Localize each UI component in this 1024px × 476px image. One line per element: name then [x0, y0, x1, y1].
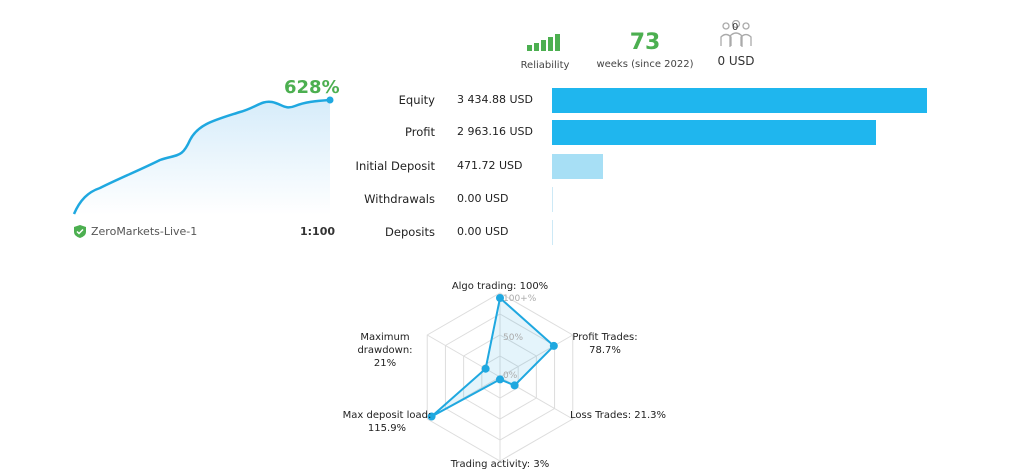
balance-bar — [552, 187, 553, 212]
growth-percent: 628% — [284, 77, 340, 98]
reliability: Reliability — [515, 32, 575, 71]
growth-end-point — [326, 96, 334, 104]
balance-value: 0.00 USD — [457, 192, 509, 205]
radar-tick-0: 0% — [503, 371, 518, 381]
radar-point — [481, 364, 490, 373]
balance-bar — [552, 220, 553, 245]
radar-label-profit: Profit Trades: 78.7% — [572, 332, 638, 356]
balance-bar — [552, 88, 927, 113]
subscribers-amount: 0 USD — [717, 54, 755, 68]
radar-point — [510, 381, 519, 390]
weeks-label: weeks (since 2022) — [596, 59, 694, 70]
balance-bar — [552, 154, 604, 179]
subscribers-count: 0 — [732, 22, 739, 33]
radar-point — [427, 412, 436, 421]
balance-value: 3 434.88 USD — [457, 93, 533, 106]
balance-label: Withdrawals — [364, 192, 435, 206]
radar-label-deposit-load: Max deposit load: 115.9% — [342, 410, 432, 434]
server[interactable]: ZeroMarkets-Live-1 — [74, 225, 197, 238]
server-name: ZeroMarkets-Live-1 — [91, 225, 198, 238]
growth-chart — [72, 96, 334, 215]
reliability-label: Reliability — [520, 60, 570, 71]
radar-label-loss: Loss Trades: 21.3% — [570, 410, 667, 421]
radar-tick-100: 100+% — [503, 294, 537, 304]
subscribers-icon: 0 — [708, 19, 764, 48]
balance-label: Deposits — [385, 225, 435, 239]
radar-label-algo: Algo trading: 100% — [451, 281, 549, 292]
radar-label-drawdown: Maximum drawdown: 21% — [357, 332, 413, 369]
leverage: 1:100 — [300, 225, 336, 238]
balance-value: 0.00 USD — [457, 225, 509, 238]
radar-point — [496, 294, 504, 302]
weeks: 73 weeks (since 2022) — [590, 30, 700, 70]
subscribers: 0 0 USD — [708, 19, 764, 68]
growth-area — [74, 100, 330, 215]
balance-value: 471.72 USD — [457, 159, 523, 172]
balance-bar — [552, 120, 876, 145]
growth-line — [72, 98, 331, 215]
radar-tick-50: 50% — [503, 333, 524, 343]
radar-point — [496, 375, 504, 384]
shield-check-icon — [74, 225, 86, 238]
radar-grid-spoke — [499, 334, 573, 378]
reliability-bars-icon — [527, 34, 560, 51]
balance-label: Profit — [405, 125, 435, 139]
radar-point — [549, 341, 558, 350]
weeks-value: 73 — [629, 30, 661, 55]
balance-label: Initial Deposit — [355, 159, 435, 173]
radar-label-activity: Trading activity: 3% — [450, 459, 550, 470]
balance-label: Equity — [398, 93, 435, 107]
balance-value: 2 963.16 USD — [457, 125, 533, 138]
